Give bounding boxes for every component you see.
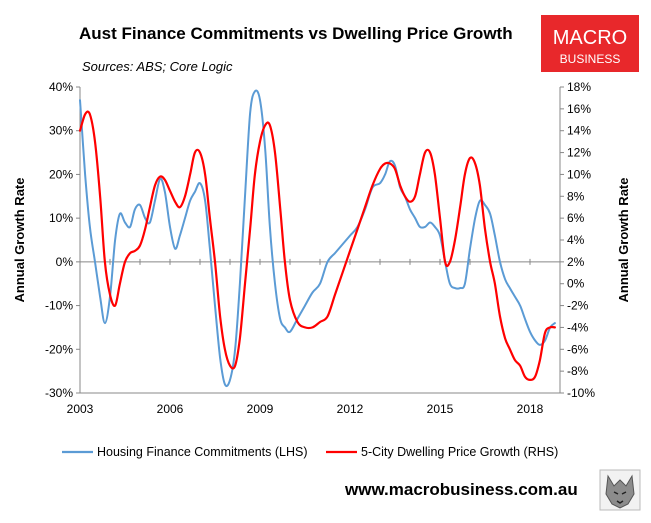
y-right-tick-label: 12%	[567, 146, 591, 160]
series-line-dwelling-price	[78, 110, 556, 381]
y-right-tick-label: -6%	[567, 342, 589, 356]
y-right-tick-label: 14%	[567, 124, 591, 138]
logo-line2: BUSINESS	[560, 52, 621, 66]
website-url: www.macrobusiness.com.au	[344, 480, 578, 499]
y-left-tick-label: 20%	[49, 167, 73, 181]
y-left-tick-label: -10%	[45, 299, 73, 313]
y-right-tick-label: -8%	[567, 364, 589, 378]
wolf-logo-icon	[599, 469, 641, 511]
y-left-tick-label: -20%	[45, 342, 73, 356]
y-right-tick-label: 10%	[567, 167, 591, 181]
y-axis-left-title: Annual Growth Rate	[12, 178, 27, 303]
legend-label-dwelling-price: 5-City Dwelling Price Growth (RHS)	[361, 445, 558, 459]
axes: 40% 30% 20% 10% 0% -10% -20% -30% 18% 16% 14% 12% 10…	[45, 80, 595, 416]
x-tick-label: 2012	[337, 402, 364, 416]
y-left-tick-label: -30%	[45, 386, 73, 400]
y-right-tick-label: -10%	[567, 386, 595, 400]
y-right-tick-label: -2%	[567, 299, 589, 313]
series-line-housing-finance	[79, 89, 556, 388]
macro-business-logo: MACRO BUSINESS	[541, 15, 639, 72]
x-tick-label: 2015	[427, 402, 454, 416]
x-tick-label: 2018	[517, 402, 544, 416]
y-left-tick-label: 0%	[56, 255, 74, 269]
y-axis-right-title: Annual Growth Rate	[616, 178, 631, 303]
logo-line1: MACRO	[553, 27, 627, 49]
y-right-tick-label: 0%	[567, 277, 585, 291]
series-layer	[78, 89, 556, 388]
x-tick-label: 2009	[247, 402, 274, 416]
y-left-tick-label: 40%	[49, 80, 73, 94]
y-right-tick-label: 8%	[567, 189, 585, 203]
y-right-tick-label: 2%	[567, 255, 585, 269]
y-right-tick-label: 18%	[567, 80, 591, 94]
chart-title: Aust Finance Commitments vs Dwelling Pri…	[79, 24, 513, 43]
y-right-tick-label: 6%	[567, 211, 585, 225]
y-left-tick-label: 10%	[49, 211, 73, 225]
y-right-tick-label: 4%	[567, 233, 585, 247]
chart-subtitle: Sources: ABS; Core Logic	[82, 59, 233, 74]
x-tick-label: 2003	[67, 402, 94, 416]
y-left-tick-label: 30%	[49, 124, 73, 138]
logo-background	[541, 15, 639, 72]
y-right-tick-label: -4%	[567, 320, 589, 334]
y-right-tick-label: 16%	[567, 102, 591, 116]
x-tick-label: 2006	[157, 402, 184, 416]
legend: Housing Finance Commitments (LHS) 5-City…	[62, 445, 558, 459]
legend-label-housing-finance: Housing Finance Commitments (LHS)	[97, 445, 308, 459]
